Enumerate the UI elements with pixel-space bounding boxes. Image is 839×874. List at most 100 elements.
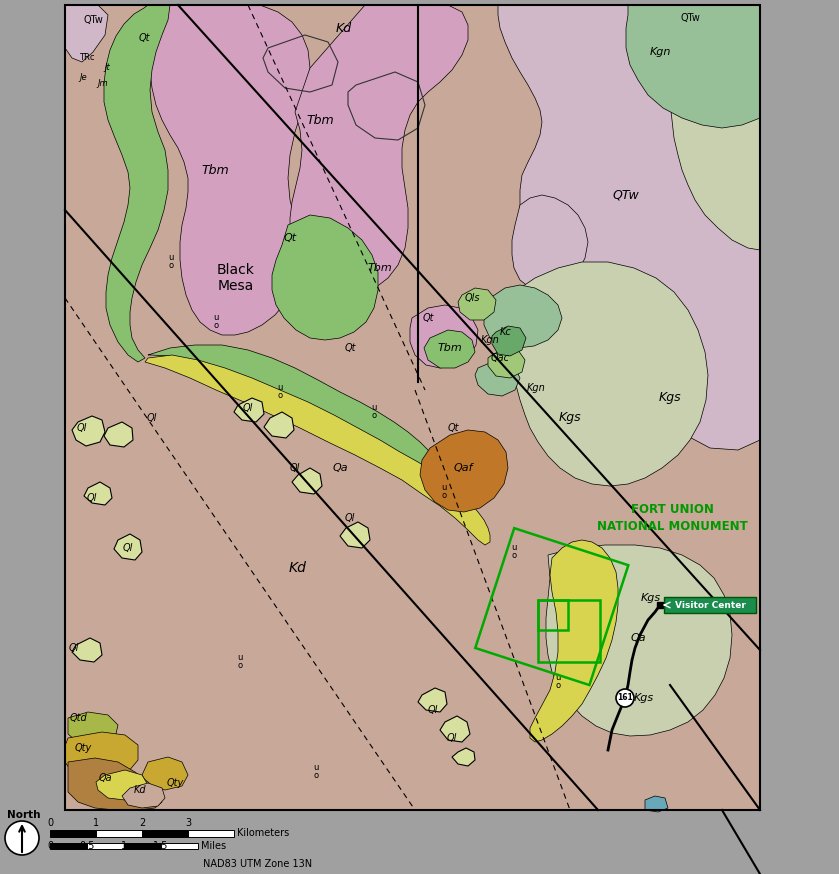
Bar	[65, 5, 760, 810]
Text: u: u	[555, 674, 560, 683]
Text: 1: 1	[121, 841, 127, 851]
Text: o: o	[512, 551, 517, 560]
Polygon shape	[104, 5, 170, 362]
Text: 3: 3	[185, 818, 191, 828]
Text: Tbm: Tbm	[367, 263, 393, 273]
Text: Kgn: Kgn	[527, 383, 545, 393]
Circle shape	[616, 689, 634, 707]
Bar	[124, 843, 161, 849]
Polygon shape	[418, 688, 447, 712]
Polygon shape	[150, 5, 310, 335]
Polygon shape	[68, 758, 162, 810]
Text: Qt: Qt	[284, 233, 296, 243]
Polygon shape	[96, 770, 148, 800]
Text: Qa: Qa	[98, 773, 112, 783]
Text: Ql: Ql	[428, 705, 438, 715]
Polygon shape	[114, 534, 142, 560]
Text: u: u	[213, 314, 219, 323]
Text: o: o	[555, 682, 560, 690]
Text: 0.5: 0.5	[80, 841, 95, 851]
Text: u: u	[237, 654, 242, 662]
Text: Kc: Kc	[500, 327, 512, 337]
Text: o: o	[213, 322, 219, 330]
Text: o: o	[169, 261, 174, 270]
Polygon shape	[290, 5, 468, 296]
Polygon shape	[546, 545, 732, 736]
Polygon shape	[626, 5, 760, 128]
Text: Qt: Qt	[422, 313, 434, 323]
Polygon shape	[410, 305, 478, 368]
Text: Ql: Ql	[447, 733, 457, 743]
Text: Qty: Qty	[166, 778, 184, 788]
Bar	[161, 843, 198, 849]
Text: Visitor Center: Visitor Center	[675, 600, 745, 609]
Polygon shape	[484, 285, 562, 348]
Bar	[50, 843, 87, 849]
Text: Je: Je	[79, 73, 86, 82]
Text: Kd: Kd	[133, 785, 146, 795]
Text: 1.5: 1.5	[154, 841, 169, 851]
Text: o: o	[237, 662, 242, 670]
Text: Qt: Qt	[447, 423, 459, 433]
Text: Black
Mesa: Black Mesa	[217, 263, 255, 293]
Bar	[87, 843, 124, 849]
Text: u: u	[372, 404, 377, 413]
Polygon shape	[68, 712, 118, 745]
Polygon shape	[452, 748, 475, 766]
Polygon shape	[84, 482, 112, 505]
Text: u: u	[278, 384, 283, 392]
Text: Qls: Qls	[464, 293, 480, 303]
Polygon shape	[424, 330, 475, 368]
Text: Tbm: Tbm	[438, 343, 462, 353]
Polygon shape	[645, 796, 668, 812]
Text: QTw: QTw	[83, 15, 103, 25]
Text: NAD83 UTM Zone 13N: NAD83 UTM Zone 13N	[203, 859, 313, 869]
Text: 0: 0	[47, 818, 53, 828]
Polygon shape	[340, 522, 370, 548]
Text: Jm: Jm	[97, 79, 108, 87]
Text: QTw: QTw	[680, 13, 700, 23]
Text: Kgn: Kgn	[481, 335, 499, 345]
Polygon shape	[65, 732, 138, 778]
Polygon shape	[72, 638, 102, 662]
Bar	[96, 830, 142, 837]
Text: u: u	[441, 483, 446, 493]
Text: TRc: TRc	[79, 52, 95, 61]
Polygon shape	[530, 540, 618, 742]
Text: Kgs: Kgs	[559, 412, 581, 425]
Polygon shape	[420, 430, 508, 512]
Polygon shape	[264, 412, 294, 438]
Text: 1: 1	[93, 818, 99, 828]
Text: Ql: Ql	[242, 403, 253, 413]
Polygon shape	[234, 398, 264, 422]
Bar	[142, 830, 188, 837]
Polygon shape	[145, 355, 490, 545]
FancyBboxPatch shape	[664, 597, 756, 613]
Text: QTw: QTw	[612, 189, 639, 202]
Polygon shape	[492, 326, 526, 356]
Text: FORT UNION
NATIONAL MONUMENT: FORT UNION NATIONAL MONUMENT	[597, 503, 748, 533]
Text: u: u	[313, 764, 319, 773]
Text: Kgs: Kgs	[659, 392, 681, 405]
Polygon shape	[510, 262, 708, 486]
Polygon shape	[104, 422, 133, 447]
Text: Ql: Ql	[77, 423, 87, 433]
Text: 161: 161	[618, 693, 633, 703]
Text: Qt: Qt	[344, 343, 356, 353]
Text: Qaf: Qaf	[453, 463, 472, 473]
Bar	[538, 600, 568, 630]
Polygon shape	[122, 783, 165, 808]
Text: Qtd: Qtd	[69, 713, 87, 723]
Polygon shape	[448, 5, 760, 450]
Bar	[65, 5, 760, 810]
Text: Qac: Qac	[491, 353, 509, 363]
Text: Miles: Miles	[201, 841, 227, 851]
Text: 2: 2	[139, 818, 145, 828]
Text: Qt: Qt	[138, 33, 149, 43]
Text: Jt: Jt	[104, 64, 110, 73]
Text: Ql: Ql	[345, 513, 355, 523]
Polygon shape	[72, 416, 105, 446]
Polygon shape	[65, 5, 108, 62]
Polygon shape	[458, 288, 496, 320]
Text: Kilometers: Kilometers	[237, 828, 289, 838]
